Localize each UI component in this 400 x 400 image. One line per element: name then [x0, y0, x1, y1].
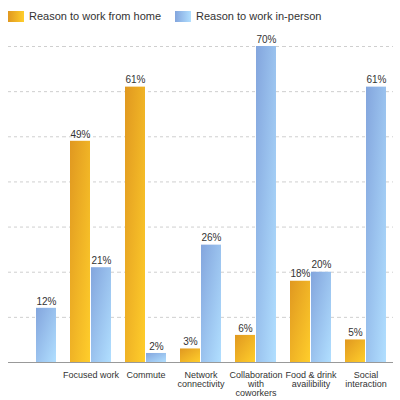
svg-text:6%: 6%	[238, 323, 253, 334]
svg-text:26%: 26%	[201, 232, 221, 243]
svg-text:18%: 18%	[290, 268, 310, 279]
svg-text:49%: 49%	[70, 129, 90, 140]
svg-text:2%: 2%	[149, 341, 164, 352]
svg-text:5%: 5%	[348, 327, 363, 338]
svg-text:61%: 61%	[366, 74, 386, 85]
svg-text:Food & drinkavailibility: Food & drinkavailibility	[285, 370, 337, 389]
svg-text:20%: 20%	[311, 259, 331, 270]
svg-text:Socialinteraction: Socialinteraction	[345, 370, 387, 389]
html-text:Reason to work in-person: Reason to work in-person	[196, 10, 322, 22]
html-text:Reason to work from home: Reason to work from home	[29, 10, 162, 22]
svg-text:3%: 3%	[183, 336, 198, 347]
svg-text:Commute: Commute	[126, 370, 165, 380]
svg-text:21%: 21%	[91, 255, 111, 266]
svg-text:12%: 12%	[36, 296, 56, 307]
svg-text:Collaborationwithcoworkers: Collaborationwithcoworkers	[229, 370, 282, 398]
svg-text:Focused work: Focused work	[63, 370, 120, 380]
svg-text:70%: 70%	[256, 34, 276, 45]
svg-text:61%: 61%	[125, 74, 145, 85]
svg-text:Networkconnectivity: Networkconnectivity	[177, 370, 225, 389]
